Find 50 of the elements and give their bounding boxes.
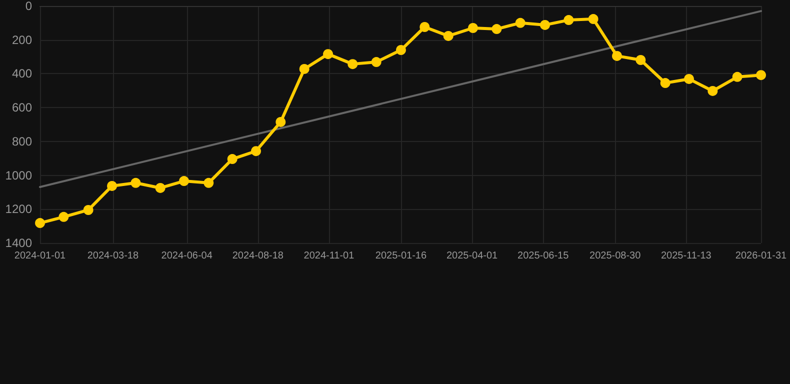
x-tick-label: 2024-08-18 [232, 250, 284, 262]
x-tick-label: 2024-01-01 [14, 250, 66, 262]
point [155, 182, 166, 193]
point [251, 146, 262, 156]
point [443, 30, 454, 41]
point [371, 57, 382, 68]
point [420, 22, 430, 32]
y-tick-label: 400 [12, 66, 32, 81]
point [179, 176, 190, 186]
y-tick-label: 1200 [5, 202, 32, 216]
x-tick-label: 2026-01-31 [735, 250, 788, 262]
point [299, 64, 310, 74]
x-tick-label: 2024-11-01 [304, 250, 355, 262]
point [130, 178, 141, 188]
point [588, 14, 598, 24]
point [35, 218, 45, 228]
point [636, 55, 646, 65]
x-tick-label: 2025-04-01 [446, 250, 498, 262]
x-tick-label: 2025-11-13 [660, 250, 712, 262]
point [684, 74, 694, 84]
point [564, 15, 574, 26]
y-tick-label: 1000 [5, 168, 32, 182]
y-tick-label: 1400 [5, 236, 32, 250]
point [492, 24, 502, 34]
point [515, 18, 526, 28]
point [323, 49, 334, 60]
point [227, 154, 238, 164]
y-tick-label: 200 [12, 32, 32, 47]
y-tick-label: 0 [25, 0, 32, 13]
point [732, 72, 742, 82]
x-tick-label: 2025-08-30 [590, 250, 642, 262]
point [107, 180, 118, 191]
point [540, 20, 550, 30]
x-tick-label: 2024-03-18 [87, 250, 139, 262]
point [348, 59, 358, 70]
y-tick-label: 800 [12, 134, 32, 148]
point [660, 78, 670, 88]
x-tick-label: 2025-06-15 [518, 250, 570, 262]
point [612, 50, 622, 61]
point [276, 116, 286, 127]
point [468, 23, 478, 34]
point [83, 204, 94, 215]
x-tick-label: 2025-01-16 [375, 250, 427, 262]
point [708, 86, 718, 96]
point [58, 212, 69, 222]
y-tick-label: 600 [12, 100, 32, 115]
point [756, 70, 766, 80]
point [204, 178, 214, 188]
point [396, 45, 406, 56]
x-tick-label: 2024-06-04 [161, 250, 213, 262]
